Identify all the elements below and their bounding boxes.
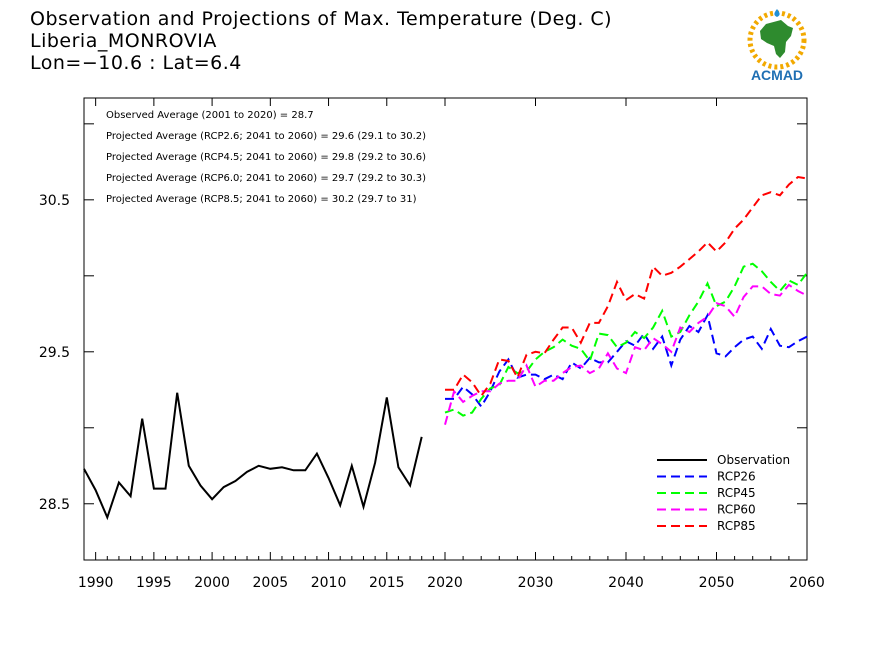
series-line-rcp26: [445, 312, 808, 409]
x-tick-label: 2030: [518, 575, 554, 591]
chart-title: Observation and Projections of Max. Temp…: [30, 8, 613, 30]
x-tick-label: 2000: [194, 575, 230, 591]
annotation-rcp26: Projected Average (RCP2.6; 2041 to 2060)…: [106, 131, 426, 142]
series-line-rcp60: [444, 283, 808, 425]
annotation-rcp60: Projected Average (RCP6.0; 2041 to 2060)…: [106, 173, 426, 184]
legend-label: RCP26: [717, 470, 756, 484]
chart-location: Liberia_MONROVIA: [30, 30, 217, 52]
annotations: Observed Average (2001 to 2020) = 28.7 P…: [106, 110, 426, 205]
series-line-rcp85: [445, 175, 808, 398]
legend-label: Observation: [717, 453, 790, 467]
axes: 1990 1995 2000 2005 2010 2015 2020 2030 2040 2050…: [39, 98, 825, 591]
legend-label: RCP45: [717, 486, 756, 500]
series-line-observation: [83, 392, 423, 521]
acmad-logo: ACMAD: [747, 9, 807, 83]
annotation-rcp85: Projected Average (RCP8.5; 2041 to 2060)…: [106, 194, 417, 205]
annotation-observed: Observed Average (2001 to 2020) = 28.7: [106, 110, 314, 121]
x-tick-label: 2015: [369, 575, 405, 591]
plot-frame: [83, 97, 808, 561]
x-tick-label: 2060: [789, 575, 825, 591]
x-tick-label: 2050: [699, 575, 735, 591]
legend-label: RCP60: [717, 503, 756, 517]
y-tick-label: 29.5: [39, 345, 70, 361]
x-tick-label: 1995: [136, 575, 172, 591]
acmad-africa-logo-icon: [747, 9, 807, 70]
legend-label: RCP85: [717, 519, 756, 533]
y-tick-label: 30.5: [39, 193, 70, 209]
y-tick-label: 28.5: [39, 497, 70, 513]
series-line-rcp45: [444, 262, 808, 417]
x-tick-label: 2010: [311, 575, 347, 591]
logo-text: ACMAD: [751, 67, 803, 83]
x-tick-label: 2040: [608, 575, 644, 591]
series-group: [83, 175, 808, 521]
annotation-rcp45: Projected Average (RCP4.5; 2041 to 2060)…: [106, 152, 426, 163]
chart-coordinates: Lon=−10.6 : Lat=6.4: [30, 52, 242, 74]
x-tick-label: 2020: [427, 575, 463, 591]
chart-title-block: Observation and Projections of Max. Temp…: [30, 8, 612, 74]
legend: Observation RCP26 RCP45 RCP60 RCP85: [657, 453, 790, 533]
x-tick-label: 2005: [253, 575, 289, 591]
x-tick-label: 1990: [78, 575, 114, 591]
